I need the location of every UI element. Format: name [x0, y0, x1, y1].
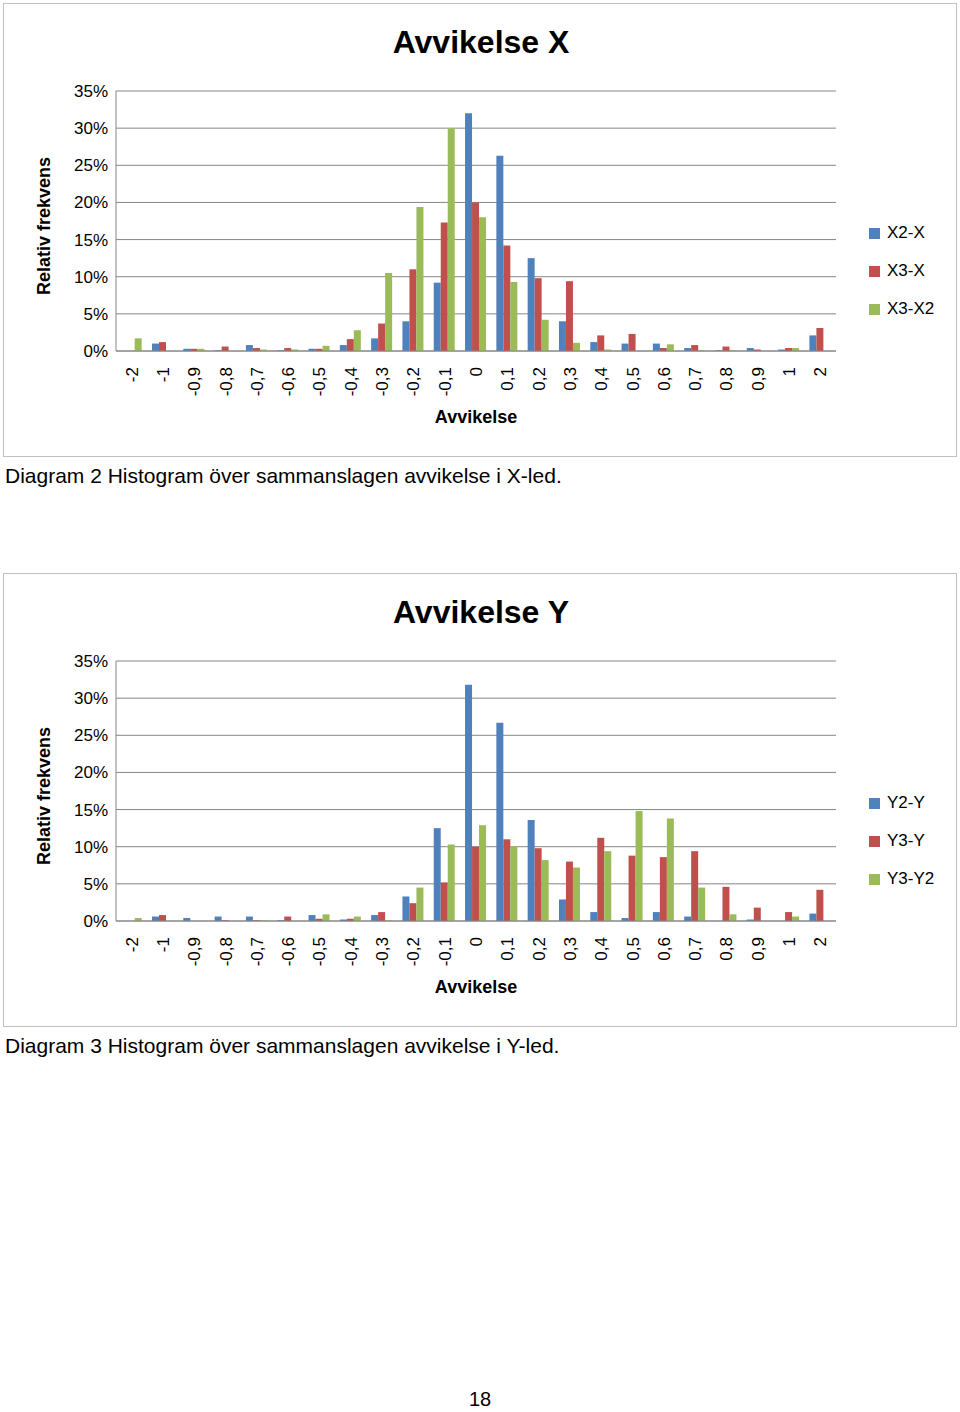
- svg-text:0,3: 0,3: [561, 367, 580, 391]
- svg-text:-0,2: -0,2: [404, 367, 423, 396]
- svg-text:0,2: 0,2: [530, 367, 549, 391]
- svg-text:15%: 15%: [74, 231, 108, 250]
- html-text:Y2-Y: Y2-Y: [887, 793, 925, 812]
- svg-text:20%: 20%: [74, 193, 108, 212]
- svg-text:10%: 10%: [74, 838, 108, 857]
- html-text:Relativ frekvens: Relativ frekvens: [33, 727, 54, 865]
- svg-text:1: 1: [780, 367, 799, 376]
- svg-text:0,4: 0,4: [592, 367, 611, 391]
- svg-text:-0,4: -0,4: [342, 367, 361, 396]
- svg-text:0,6: 0,6: [655, 367, 674, 391]
- svg-text:-0,6: -0,6: [279, 367, 298, 396]
- html-text:Diagram 3 Histogram över samma: Diagram 3 Histogram över sammanslagen av…: [5, 1034, 560, 1057]
- svg-text:15%: 15%: [74, 801, 108, 820]
- svg-text:30%: 30%: [74, 119, 108, 138]
- svg-text:2: 2: [811, 367, 830, 376]
- svg-text:-0,5: -0,5: [310, 937, 329, 966]
- svg-text:0,5: 0,5: [624, 367, 643, 391]
- svg-text:0,9: 0,9: [749, 367, 768, 391]
- html-text:Avvikelse X: Avvikelse X: [392, 24, 570, 60]
- svg-text:0,4: 0,4: [592, 937, 611, 961]
- svg-text:35%: 35%: [74, 82, 108, 101]
- svg-text:2: 2: [811, 937, 830, 946]
- svg-text:-0,8: -0,8: [217, 937, 236, 966]
- svg-text:-1: -1: [154, 937, 173, 952]
- svg-text:10%: 10%: [74, 268, 108, 287]
- svg-text:35%: 35%: [74, 652, 108, 671]
- svg-text:-0,6: -0,6: [279, 937, 298, 966]
- svg-text:0,8: 0,8: [717, 937, 736, 961]
- svg-text:0,5: 0,5: [624, 937, 643, 961]
- svg-text:25%: 25%: [74, 726, 108, 745]
- svg-text:0,9: 0,9: [749, 937, 768, 961]
- svg-text:30%: 30%: [74, 689, 108, 708]
- svg-text:5%: 5%: [83, 305, 108, 324]
- svg-text:-0,1: -0,1: [436, 937, 455, 966]
- svg-text:-2: -2: [123, 367, 142, 382]
- svg-text:-2: -2: [123, 937, 142, 952]
- svg-text:-0,3: -0,3: [373, 367, 392, 396]
- html-text:18: 18: [468, 1388, 492, 1410]
- svg-text:-0,5: -0,5: [310, 367, 329, 396]
- svg-text:-0,2: -0,2: [404, 937, 423, 966]
- svg-text:0,3: 0,3: [561, 937, 580, 961]
- svg-text:0: 0: [467, 937, 486, 946]
- svg-text:-0,3: -0,3: [373, 937, 392, 966]
- svg-text:-0,8: -0,8: [217, 367, 236, 396]
- svg-text:0,1: 0,1: [498, 367, 517, 391]
- html-text:Relativ frekvens: Relativ frekvens: [33, 157, 54, 295]
- html-text:Y3-Y2: Y3-Y2: [887, 869, 935, 888]
- svg-text:1: 1: [780, 937, 799, 946]
- svg-text:0: 0: [467, 367, 486, 376]
- svg-text:-0,1: -0,1: [436, 367, 455, 396]
- svg-text:5%: 5%: [83, 875, 108, 894]
- svg-text:25%: 25%: [74, 156, 108, 175]
- svg-text:-0,4: -0,4: [342, 937, 361, 966]
- svg-text:-0,9: -0,9: [185, 367, 204, 396]
- html-text:Y3-Y: Y3-Y: [887, 831, 925, 850]
- html-text:Avvikelse: Avvikelse: [434, 977, 518, 997]
- svg-text:0,8: 0,8: [717, 367, 736, 391]
- svg-text:-0,7: -0,7: [248, 937, 267, 966]
- svg-text:20%: 20%: [74, 763, 108, 782]
- html-text:X3-X: X3-X: [887, 261, 925, 280]
- svg-text:-0,9: -0,9: [185, 937, 204, 966]
- svg-text:0,6: 0,6: [655, 937, 674, 961]
- html-text:Avvikelse Y: Avvikelse Y: [392, 594, 570, 630]
- svg-text:0,7: 0,7: [686, 937, 705, 961]
- html-text:X3-X2: X3-X2: [887, 299, 935, 318]
- svg-text:-1: -1: [154, 367, 173, 382]
- svg-text:0%: 0%: [83, 912, 108, 931]
- html-text:Diagram 2 Histogram över samma: Diagram 2 Histogram över sammanslagen av…: [5, 464, 562, 487]
- svg-text:0%: 0%: [83, 342, 108, 361]
- svg-text:0,7: 0,7: [686, 367, 705, 391]
- html-text:Avvikelse: Avvikelse: [434, 407, 518, 427]
- svg-text:0,2: 0,2: [530, 937, 549, 961]
- html-text:X2-X: X2-X: [887, 223, 925, 242]
- svg-text:-0,7: -0,7: [248, 367, 267, 396]
- svg-text:0,1: 0,1: [498, 937, 517, 961]
